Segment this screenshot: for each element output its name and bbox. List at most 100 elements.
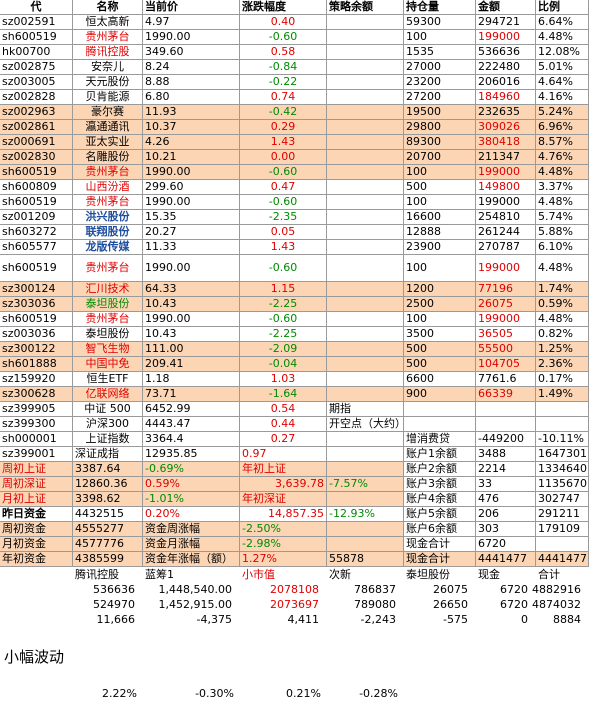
table-cell: 0.47 bbox=[240, 180, 327, 195]
summary-label: 次新 bbox=[329, 567, 351, 581]
table-cell: sh601888 bbox=[0, 357, 73, 372]
summary-label: 泰坦股份 bbox=[406, 567, 450, 581]
summary-value: 26650 bbox=[433, 597, 468, 611]
table-cell: 年初资金 bbox=[0, 552, 73, 567]
table-cell: 500 bbox=[404, 357, 476, 372]
table-cell bbox=[327, 282, 404, 297]
table-cell: 254810 bbox=[476, 210, 536, 225]
table-cell: 29800 bbox=[404, 120, 476, 135]
table-cell: 222480 bbox=[476, 60, 536, 75]
table-cell: 智飞生物 bbox=[73, 342, 143, 357]
table-cell bbox=[536, 417, 589, 432]
summary-value: 6720 bbox=[500, 582, 528, 596]
table-cell: 开空点（大约） bbox=[327, 417, 406, 432]
table-cell: 199000 bbox=[476, 312, 536, 327]
table-cell: 209.41 bbox=[143, 357, 240, 372]
table-cell bbox=[327, 210, 404, 225]
table-cell bbox=[327, 15, 404, 30]
table-cell: 3387.64 bbox=[73, 462, 143, 477]
table-cell: 账户3余额 bbox=[404, 477, 476, 492]
table-cell bbox=[327, 432, 404, 447]
table-cell: 309026 bbox=[476, 120, 536, 135]
table-cell: 5.88% bbox=[536, 225, 589, 240]
table-cell: 联翔股份 bbox=[73, 225, 143, 240]
table-cell: sz300124 bbox=[0, 282, 73, 297]
table-cell: 36505 bbox=[476, 327, 536, 342]
table-cell: 沪深300 bbox=[73, 417, 143, 432]
table-cell: 73.71 bbox=[143, 387, 240, 402]
table-cell: 6.80 bbox=[143, 90, 240, 105]
table-cell: 206 bbox=[476, 507, 536, 522]
table-cell: 4441477 bbox=[476, 552, 536, 567]
table-cell: -2.25 bbox=[240, 297, 327, 312]
table-cell: sz399300 bbox=[0, 417, 73, 432]
table-cell: 天元股份 bbox=[73, 75, 143, 90]
table-cell: sz300122 bbox=[0, 342, 73, 357]
summary-value: 6720 bbox=[500, 597, 528, 611]
table-cell: sz399001 bbox=[0, 447, 73, 462]
table-cell: sh600519 bbox=[0, 255, 73, 282]
table-cell: 3364.4 bbox=[143, 432, 240, 447]
table-cell bbox=[404, 417, 476, 432]
table-cell: sz000691 bbox=[0, 135, 73, 150]
header-cell: 代 bbox=[0, 0, 73, 15]
summary-value: 1,448,540.00 bbox=[158, 582, 232, 596]
table-cell: 3488 bbox=[476, 447, 536, 462]
table-cell: 89300 bbox=[404, 135, 476, 150]
table-cell: 汇川技术 bbox=[73, 282, 143, 297]
table-cell bbox=[327, 195, 404, 210]
table-cell: 2214 bbox=[476, 462, 536, 477]
table-cell: 4.26 bbox=[143, 135, 240, 150]
table-cell: 1.15 bbox=[240, 282, 327, 297]
table-cell: sh605577 bbox=[0, 240, 73, 255]
summary-value: -575 bbox=[443, 612, 468, 626]
summary-value: 11,666 bbox=[96, 612, 136, 626]
summary-label: 腾讯控股 bbox=[75, 567, 119, 581]
table-cell: 179109 bbox=[536, 522, 589, 537]
table-cell: 100 bbox=[404, 312, 476, 327]
table-cell: 1200 bbox=[404, 282, 476, 297]
summary-label: 合计 bbox=[538, 567, 560, 581]
table-cell: sz003005 bbox=[0, 75, 73, 90]
table-cell: -0.42 bbox=[240, 105, 327, 120]
table-cell: 500 bbox=[404, 180, 476, 195]
table-cell: 232635 bbox=[476, 105, 536, 120]
table-cell: 现金合计 bbox=[404, 537, 476, 552]
table-cell: 0.29 bbox=[240, 120, 327, 135]
table-cell: -10.11% bbox=[536, 432, 589, 447]
table-cell: 0.27 bbox=[240, 432, 327, 447]
table-cell: 1647301 bbox=[536, 447, 589, 462]
table-cell: 11.33 bbox=[143, 240, 240, 255]
table-cell: -0.22 bbox=[240, 75, 327, 90]
table-cell: 20700 bbox=[404, 150, 476, 165]
table-cell: -0.60 bbox=[240, 312, 327, 327]
table-cell: -1.64 bbox=[240, 387, 327, 402]
table-cell: 1.49% bbox=[536, 387, 589, 402]
table-cell: sz303036 bbox=[0, 297, 73, 312]
table-cell: 恒生ETF bbox=[73, 372, 143, 387]
table-cell: 6720 bbox=[476, 537, 536, 552]
table-cell: 261244 bbox=[476, 225, 536, 240]
table-cell bbox=[327, 255, 404, 282]
table-cell: 月初上证 bbox=[0, 492, 73, 507]
table-cell: 536636 bbox=[476, 45, 536, 60]
table-cell: 1.43 bbox=[240, 240, 327, 255]
table-cell: sz002963 bbox=[0, 105, 73, 120]
table-cell: 10.43 bbox=[143, 297, 240, 312]
table-cell: 0.97 bbox=[240, 447, 327, 462]
table-cell: 上证指数 bbox=[73, 432, 143, 447]
table-cell: hk00700 bbox=[0, 45, 73, 60]
table-cell: 1334640 bbox=[536, 462, 589, 477]
table-cell: 5.74% bbox=[536, 210, 589, 225]
table-cell bbox=[404, 402, 476, 417]
table-cell: 12860.36 bbox=[73, 477, 143, 492]
summary-value: 536636 bbox=[93, 582, 135, 596]
table-cell bbox=[327, 105, 404, 120]
table-cell: 11.93 bbox=[143, 105, 240, 120]
table-cell: 4.76% bbox=[536, 150, 589, 165]
table-cell: 贵州茅台 bbox=[73, 312, 143, 327]
table-cell: 4.48% bbox=[536, 312, 589, 327]
table-cell: 6452.99 bbox=[143, 402, 240, 417]
table-cell: 周初资金 bbox=[0, 522, 73, 537]
